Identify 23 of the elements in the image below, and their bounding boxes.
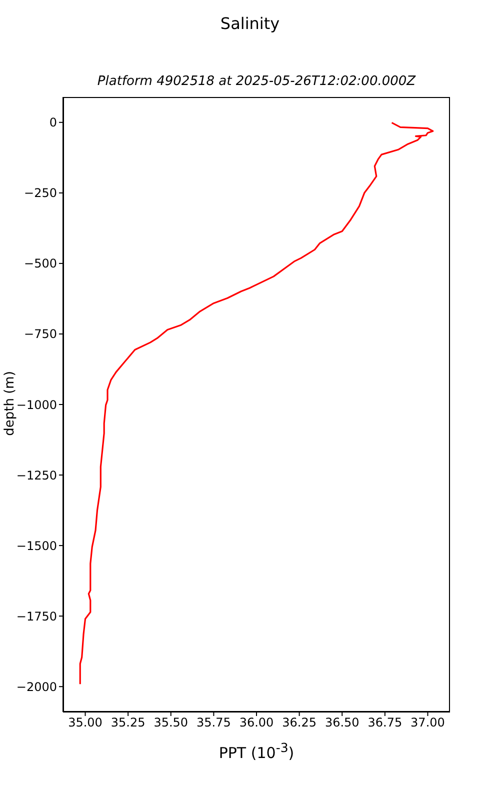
x-tick-label: 36.00 bbox=[239, 716, 274, 730]
chart-subtitle: Platform 4902518 at 2025-05-26T12:02:00.000Z bbox=[96, 74, 417, 89]
chart-title: Salinity bbox=[219, 14, 281, 33]
x-tick-label: 36.25 bbox=[282, 716, 316, 730]
y-tick-label: −1500 bbox=[16, 538, 57, 553]
y-tick-label: 0 bbox=[49, 116, 57, 130]
y-tick-label: −2000 bbox=[16, 680, 57, 694]
y-tick-label: −750 bbox=[24, 327, 57, 342]
y-tick-label: −500 bbox=[24, 256, 57, 271]
y-tick-label: −1000 bbox=[16, 398, 57, 412]
y-axis-title: depth (m) bbox=[2, 370, 18, 438]
y-tick-label: −1250 bbox=[16, 468, 57, 482]
x-tick-label: 36.50 bbox=[324, 716, 360, 730]
x-tick-label: 37.00 bbox=[410, 716, 445, 730]
x-tick-label: 35.00 bbox=[68, 716, 102, 730]
x-tick-label: 35.75 bbox=[196, 716, 231, 730]
line-series bbox=[79, 122, 434, 685]
y-tick-label: −1750 bbox=[16, 609, 57, 624]
x-tick-label: 35.25 bbox=[110, 716, 146, 730]
x-tick-label: 36.75 bbox=[368, 716, 402, 730]
y-tick-label: −250 bbox=[24, 186, 57, 200]
x-axis-title: PPT (10$^{-3}$) bbox=[218, 740, 296, 762]
x-tick-label: 35.50 bbox=[154, 716, 188, 730]
